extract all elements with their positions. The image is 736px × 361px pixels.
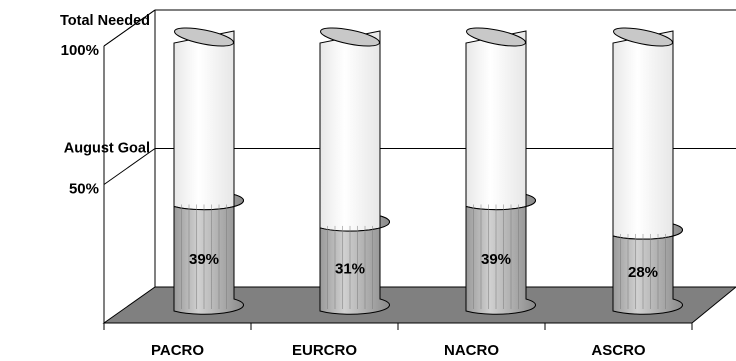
bar-remaining-eurcro [319, 30, 390, 232]
category-label-pacro: PACRO [151, 342, 204, 359]
bar-top-cap [613, 27, 673, 47]
bar-remaining-nacro [465, 30, 536, 211]
gridline-side-50 [103, 148, 156, 185]
value-label-ascro: 28% [628, 264, 658, 281]
reference-label-1: Total Needed [60, 13, 150, 29]
category-label-ascro: ASCRO [591, 342, 646, 359]
y-tick-label-0: 50% [69, 181, 99, 198]
category-label-nacro: NACRO [444, 342, 499, 359]
bar-pacro [173, 27, 244, 315]
bars [173, 27, 683, 315]
reference-label-0: August Goal [64, 141, 150, 157]
bar-ascro [612, 27, 683, 315]
x-axis: PACRO EURCRO NACRO ASCRO [103, 323, 693, 359]
value-label-eurcro: 31% [335, 261, 365, 278]
bar-remaining-ascro [612, 30, 683, 240]
category-label-eurcro: EURCRO [292, 342, 357, 359]
gridline-side-100 [103, 9, 156, 47]
bar-eurcro [319, 27, 390, 315]
bar-top-cap [320, 27, 380, 47]
y-tick-label-1: 100% [61, 42, 99, 59]
labels: August Goal 50% Total Needed 100% 39% 31% 39% 2… [60, 13, 658, 281]
bar-nacro [465, 27, 536, 315]
bar-remaining-pacro [173, 30, 244, 211]
value-label-pacro: 39% [189, 251, 219, 268]
value-label-nacro: 39% [481, 251, 511, 268]
bar-top-cap [174, 27, 234, 47]
floor-plane [102, 286, 736, 324]
bar-top-cap [466, 27, 526, 47]
